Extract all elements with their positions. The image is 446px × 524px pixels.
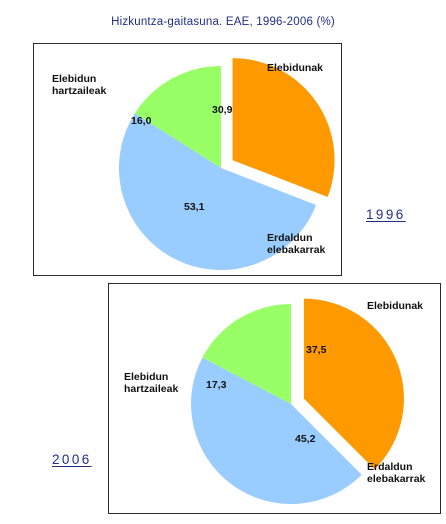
pie-chart-2006: 37,5 45,2 17,3 Elebidunak Erdaldun elebakarra… xyxy=(108,283,441,514)
value-label-erdaldun-elebakarrak: 53,1 xyxy=(184,201,205,213)
pie-slice-elebidun-hartzaileak xyxy=(202,304,291,404)
category-label-elebidunak: Elebidunak xyxy=(367,300,423,312)
year-label-2006: 2006 xyxy=(52,452,92,467)
value-label-elebidun-hartzaileak: 16,0 xyxy=(131,115,152,127)
value-label-elebidun-hartzaileak: 17,3 xyxy=(206,379,227,391)
pie-slice-erdaldun-elebakarrak xyxy=(191,357,362,504)
chart-title: Hizkuntza-gaitasuna. EAE, 1996-2006 (%) xyxy=(111,16,335,28)
category-label-erdaldun-elebakarrak: Erdaldun elebakarrak xyxy=(267,232,326,256)
category-label-elebidun-hartzaileak: Elebidun hartzaileak xyxy=(52,73,106,97)
pie-svg-2006: 37,5 45,2 17,3 Elebidunak Erdaldun elebakarra… xyxy=(124,298,426,504)
pie-svg-1996: 30,9 53,1 16,0 Elebidunak Erdaldun elebakarra… xyxy=(52,58,335,270)
year-label-1996: 1996 xyxy=(366,207,406,222)
pie-slice-erdaldun-elebakarrak xyxy=(119,113,317,270)
value-label-elebidunak: 37,5 xyxy=(306,344,327,356)
pie-slice-elebidunak xyxy=(232,58,335,198)
value-label-elebidunak: 30,9 xyxy=(212,104,233,116)
pie-chart-1996: 30,9 53,1 16,0 Elebidunak Erdaldun elebakarra… xyxy=(33,43,342,276)
pie-slice-elebidunak xyxy=(303,298,404,470)
pie-slice-elebidun-hartzaileak xyxy=(134,66,221,168)
category-label-erdaldun-elebakarrak: Erdaldun elebakarrak xyxy=(367,461,426,485)
value-label-erdaldun-elebakarrak: 45,2 xyxy=(295,433,316,445)
category-label-elebidun-hartzaileak: Elebidun hartzaileak xyxy=(124,371,178,395)
category-label-elebidunak: Elebidunak xyxy=(267,62,323,74)
